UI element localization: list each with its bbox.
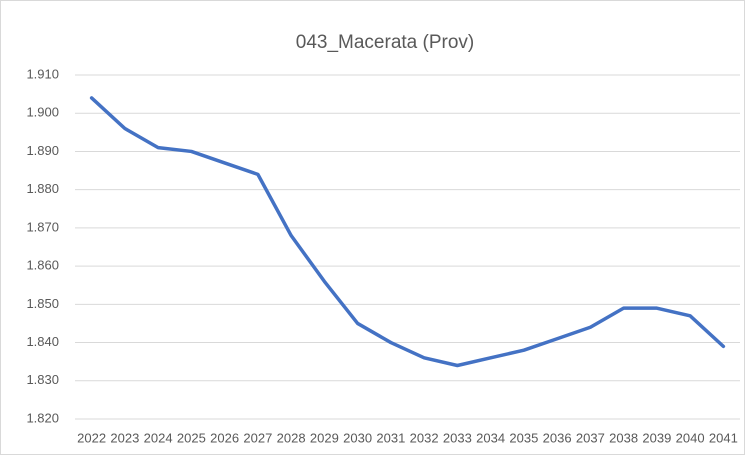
x-tick-label: 2031 [376,430,405,445]
x-tick-label: 2035 [509,430,538,445]
x-tick-label: 2033 [443,430,472,445]
x-tick-label: 2039 [642,430,671,445]
y-tick-label: 1.900 [26,105,59,120]
y-tick-label: 1.820 [26,410,59,425]
x-tick-label: 2030 [343,430,372,445]
x-tick-label: 2022 [77,430,106,445]
x-tick-label: 2040 [676,430,705,445]
chart-title: 043_Macerata (Prov) [296,32,474,53]
y-tick-label: 1.840 [26,334,59,349]
y-tick-label: 1.850 [26,296,59,311]
y-tick-label: 1.880 [26,181,59,196]
x-tick-label: 2038 [609,430,638,445]
y-tick-label: 1.860 [26,258,59,273]
y-tick-label: 1.870 [26,219,59,234]
x-tick-label: 2025 [177,430,206,445]
x-tick-label: 2036 [543,430,572,445]
x-tick-label: 2034 [476,430,505,445]
x-tick-label: 2028 [277,430,306,445]
x-tick-label: 2024 [144,430,173,445]
x-tick-label: 2029 [310,430,339,445]
y-tick-label: 1.910 [26,66,59,81]
y-tick-label: 1.890 [26,143,59,158]
line-series [89,96,726,368]
x-tick-label: 2027 [243,430,272,445]
x-tick-label: 2041 [709,430,738,445]
x-tick-label: 2026 [210,430,239,445]
x-tick-label: 2023 [110,430,139,445]
y-tick-label: 1.830 [26,372,59,387]
x-tick-label: 2037 [576,430,605,445]
x-tick-label: 2032 [410,430,439,445]
